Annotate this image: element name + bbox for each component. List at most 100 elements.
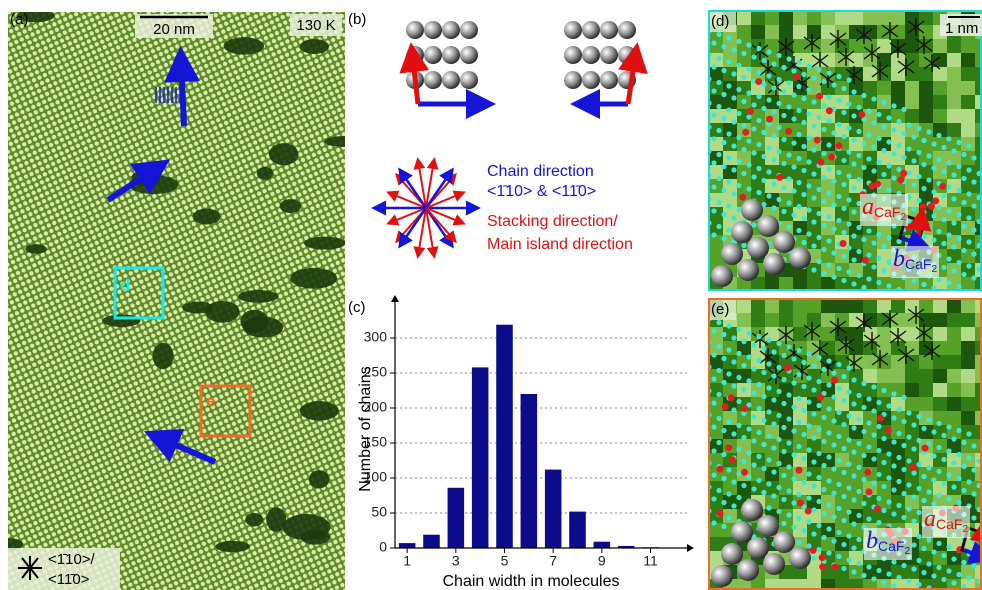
dot — [886, 571, 891, 576]
dot — [846, 197, 851, 202]
dot — [826, 550, 831, 555]
x-tick-label: 1 — [403, 553, 411, 569]
dot — [766, 193, 771, 198]
dot — [736, 471, 741, 476]
dot — [871, 240, 876, 245]
dot — [736, 159, 741, 164]
dot — [836, 218, 841, 223]
dot — [821, 151, 826, 156]
dot — [841, 182, 846, 187]
legend-text: Stacking direction/ — [487, 213, 618, 230]
dot — [806, 375, 811, 380]
dot — [831, 274, 836, 279]
dot — [741, 405, 748, 412]
dot — [761, 130, 766, 135]
dot — [906, 170, 911, 175]
dot — [736, 135, 741, 140]
dot — [741, 483, 746, 488]
dot — [725, 444, 732, 451]
dot — [796, 108, 801, 113]
dot — [971, 155, 976, 160]
x-tick-label: 7 — [549, 553, 557, 569]
dot — [856, 129, 861, 134]
dot — [936, 157, 941, 162]
dot — [885, 427, 892, 434]
bar — [594, 542, 611, 548]
dot — [846, 77, 851, 82]
dot — [711, 496, 716, 501]
dot — [926, 177, 931, 182]
dot — [916, 534, 921, 539]
dot — [951, 148, 956, 153]
dot — [721, 236, 726, 241]
pixel — [835, 11, 849, 25]
dot — [786, 224, 791, 229]
atom — [711, 265, 733, 287]
dot — [840, 240, 847, 247]
pixel — [947, 383, 961, 397]
dot — [874, 180, 881, 187]
pixel — [933, 67, 947, 81]
dot — [831, 226, 836, 231]
dot — [736, 399, 741, 404]
dot — [891, 463, 896, 468]
dot — [776, 101, 781, 106]
dot — [781, 377, 786, 382]
pixel — [779, 277, 793, 291]
dot — [796, 204, 801, 209]
dot — [811, 387, 816, 392]
dot — [781, 353, 786, 358]
atom — [721, 543, 743, 565]
dot — [901, 107, 906, 112]
dot — [851, 233, 856, 238]
dot — [891, 583, 896, 588]
gap — [102, 314, 140, 327]
pixel — [905, 277, 919, 291]
dot — [971, 467, 976, 472]
pixel — [961, 369, 975, 383]
dot — [811, 459, 816, 464]
dot — [766, 361, 771, 366]
dot — [746, 450, 751, 455]
dot — [791, 404, 796, 409]
pixel — [779, 11, 793, 25]
dot — [906, 434, 911, 439]
dot — [901, 395, 906, 400]
atom — [582, 46, 600, 64]
dot — [862, 257, 869, 264]
dot — [826, 118, 831, 123]
dot — [886, 115, 891, 120]
dot — [876, 112, 881, 117]
dot — [891, 391, 896, 396]
dot — [784, 364, 791, 371]
dot — [721, 356, 726, 361]
dot — [941, 577, 946, 582]
pixel — [807, 277, 821, 291]
dot — [721, 500, 726, 505]
dot — [891, 151, 896, 156]
dot — [826, 214, 831, 219]
gap — [304, 237, 345, 250]
dot — [871, 264, 876, 269]
dot — [781, 185, 786, 190]
atom — [757, 515, 779, 537]
pixel — [779, 207, 793, 221]
pixel — [905, 355, 919, 369]
pixel — [947, 341, 961, 355]
dot — [826, 502, 831, 507]
dot — [821, 247, 826, 252]
dot — [711, 232, 716, 237]
atom — [741, 499, 763, 521]
pixel — [961, 39, 975, 53]
dot — [756, 142, 761, 147]
dot — [836, 506, 841, 511]
dot — [816, 499, 821, 504]
dot — [881, 484, 886, 489]
pixel — [793, 39, 807, 53]
dot — [876, 256, 881, 261]
dot — [826, 454, 831, 459]
dot — [761, 346, 766, 351]
dot — [846, 389, 851, 394]
dot — [919, 203, 926, 210]
dot — [776, 365, 781, 370]
